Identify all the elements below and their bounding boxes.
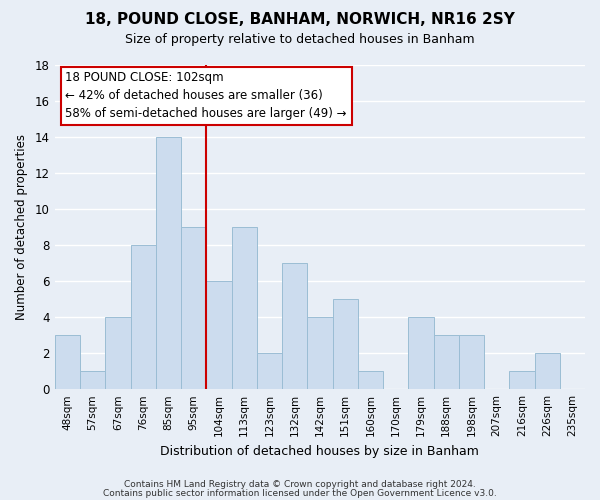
Text: Contains HM Land Registry data © Crown copyright and database right 2024.: Contains HM Land Registry data © Crown c… bbox=[124, 480, 476, 489]
Bar bbox=[181, 227, 206, 389]
Text: 18, POUND CLOSE, BANHAM, NORWICH, NR16 2SY: 18, POUND CLOSE, BANHAM, NORWICH, NR16 2… bbox=[85, 12, 515, 28]
Bar bbox=[358, 371, 383, 389]
Text: Size of property relative to detached houses in Banham: Size of property relative to detached ho… bbox=[125, 32, 475, 46]
X-axis label: Distribution of detached houses by size in Banham: Distribution of detached houses by size … bbox=[160, 444, 479, 458]
Bar bbox=[434, 335, 459, 389]
Bar bbox=[232, 227, 257, 389]
Bar bbox=[459, 335, 484, 389]
Bar bbox=[206, 281, 232, 389]
Text: 18 POUND CLOSE: 102sqm
← 42% of detached houses are smaller (36)
58% of semi-det: 18 POUND CLOSE: 102sqm ← 42% of detached… bbox=[65, 72, 347, 120]
Bar bbox=[535, 353, 560, 389]
Bar bbox=[282, 263, 307, 389]
Bar bbox=[55, 335, 80, 389]
Bar bbox=[257, 353, 282, 389]
Text: Contains public sector information licensed under the Open Government Licence v3: Contains public sector information licen… bbox=[103, 488, 497, 498]
Bar bbox=[408, 317, 434, 389]
Y-axis label: Number of detached properties: Number of detached properties bbox=[15, 134, 28, 320]
Bar bbox=[509, 371, 535, 389]
Bar bbox=[80, 371, 106, 389]
Bar bbox=[106, 317, 131, 389]
Bar bbox=[307, 317, 332, 389]
Bar bbox=[131, 245, 156, 389]
Bar bbox=[156, 137, 181, 389]
Bar bbox=[332, 299, 358, 389]
